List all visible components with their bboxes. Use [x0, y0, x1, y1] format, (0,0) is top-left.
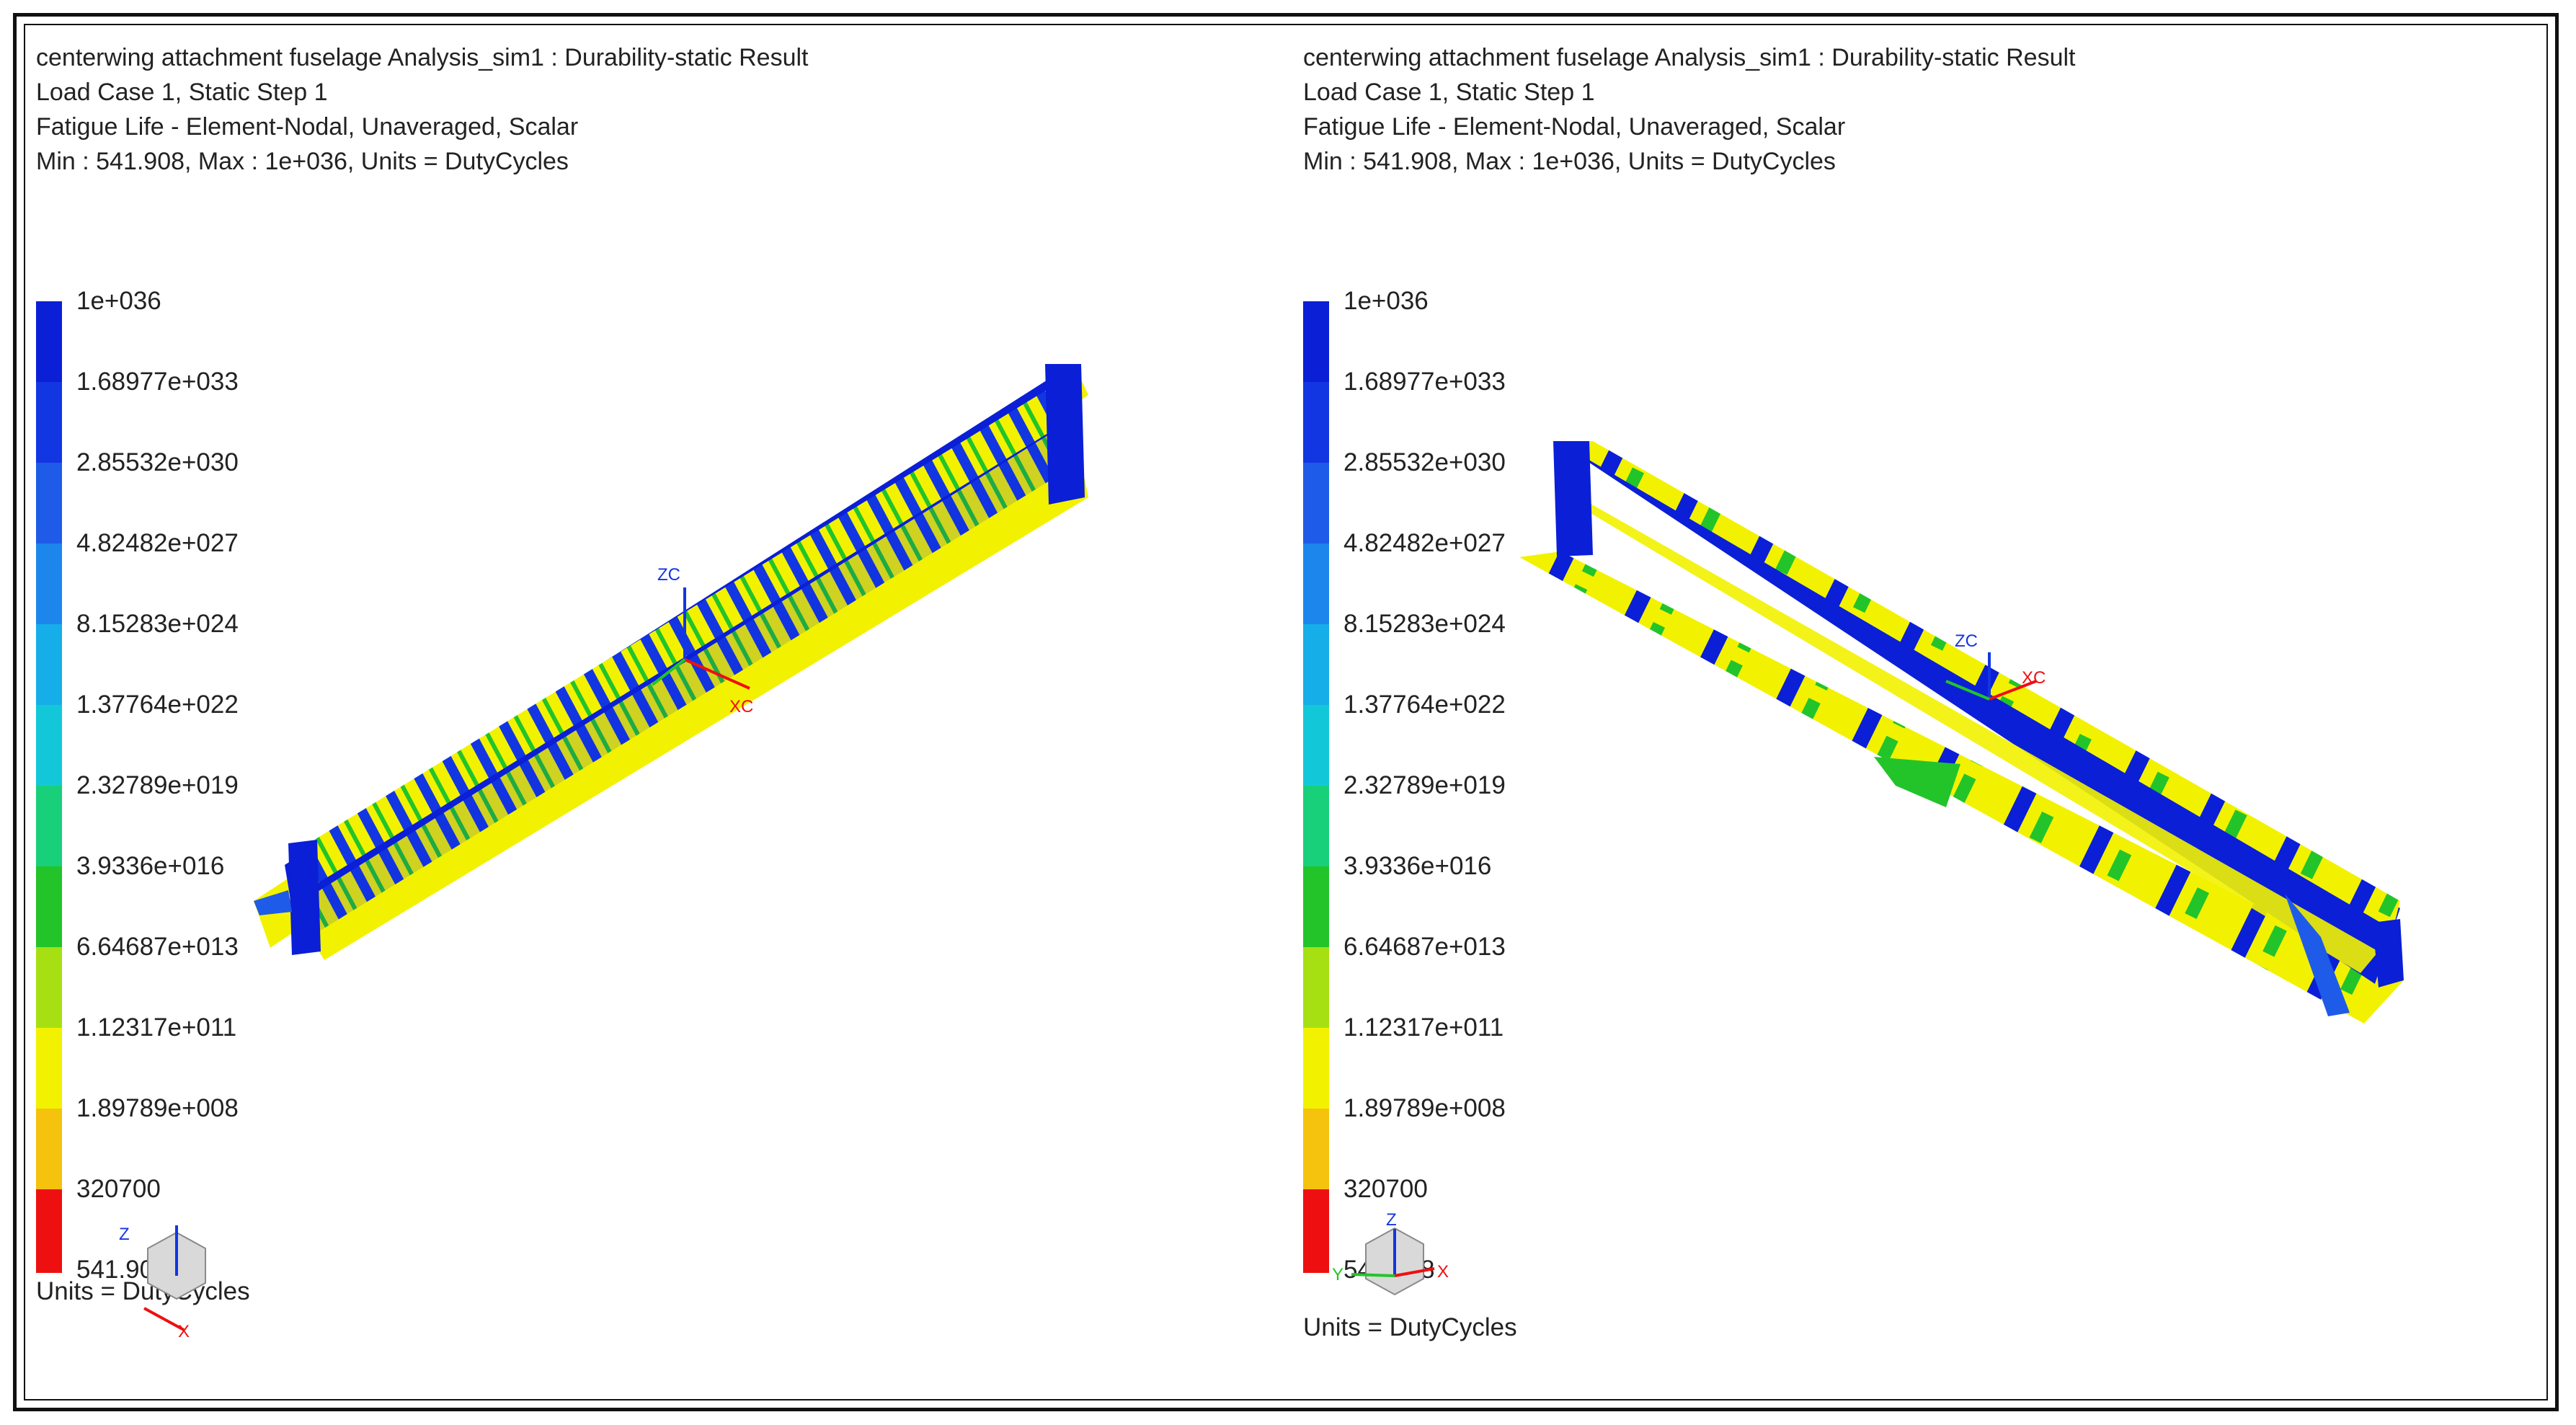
- mini-triad-z-label: Z: [119, 1225, 130, 1244]
- legend-tick: 1e+036: [1343, 287, 1429, 315]
- legend-tick: 320700: [1343, 1175, 1428, 1203]
- beam-web-yellow-band: [1564, 497, 2379, 973]
- legend-tick: 1.68977e+033: [1343, 368, 1506, 396]
- beam-end-plate: [1045, 364, 1085, 505]
- triad-zc-label: ZC: [1955, 631, 1978, 651]
- legend-tick: 1.12317e+011: [1343, 1013, 1504, 1042]
- beam-top-flange: [1557, 441, 2400, 930]
- fatigue-model-left[interactable]: [254, 364, 1088, 960]
- beam-web-pattern: [303, 432, 1060, 937]
- legend-tick: 1e+036: [76, 287, 161, 315]
- result-title: centerwing attachment fuselage Analysis_…: [1303, 44, 2076, 71]
- hot-spot-region: [1874, 757, 1960, 807]
- color-legend-bar: [36, 301, 62, 1273]
- result-type-label: Fatigue Life - Element-Nodal, Unaveraged…: [36, 113, 579, 141]
- mini-triad-x-label: X: [178, 1322, 190, 1341]
- view-triad-left[interactable]: Z X: [119, 1225, 206, 1341]
- color-legend-bar: [1303, 301, 1329, 1273]
- model-triad-left: ZC XC: [651, 565, 753, 716]
- load-case-label: Load Case 1, Static Step 1: [36, 79, 328, 106]
- beam-foot: [254, 890, 292, 915]
- beam-end-plate: [1553, 441, 1593, 556]
- beam-start-plate: [288, 840, 321, 955]
- legend-tick: 1.37764e+022: [76, 691, 239, 719]
- legend-tick: 6.64687e+013: [76, 933, 239, 961]
- units-label: Units = DutyCycles: [1303, 1313, 1517, 1341]
- units-label: Units = DutyCycles: [36, 1277, 250, 1305]
- beam-lower-flange: [310, 461, 1088, 960]
- legend-tick: 1.89789e+008: [76, 1094, 239, 1122]
- min-max-label: Min : 541.908, Max : 1e+036, Units = Dut…: [1303, 148, 1836, 175]
- legend-tick: 2.85532e+030: [1343, 448, 1506, 476]
- result-title: centerwing attachment fuselage Analysis_…: [36, 44, 809, 71]
- legend-tick: 2.32789e+019: [76, 771, 239, 799]
- figure-frame: [13, 13, 2559, 1411]
- fatigue-model-right[interactable]: [1519, 441, 2404, 1024]
- beam-bottom-flange: [1519, 551, 2404, 1024]
- legend-tick: 1.12317e+011: [76, 1013, 237, 1042]
- mini-triad-y-label: Y: [1332, 1265, 1343, 1284]
- triad-xc-label: XC: [2022, 668, 2046, 688]
- legend-tick: 8.15283e+024: [76, 610, 239, 638]
- mini-triad-x-label: X: [1437, 1262, 1449, 1282]
- corner-detail: [2285, 894, 2350, 1016]
- triad-zc-label: ZC: [657, 565, 680, 585]
- legend-tick: 1.68977e+033: [76, 368, 239, 396]
- legend-tick: 1.37764e+022: [1343, 691, 1506, 719]
- mini-triad-z-label: Z: [1386, 1210, 1397, 1230]
- beam-far-plate: [2373, 919, 2404, 987]
- view-triad-right[interactable]: Z X Y: [1332, 1210, 1449, 1296]
- load-case-label: Load Case 1, Static Step 1: [1303, 79, 1595, 106]
- legend-tick: 2.32789e+019: [1343, 771, 1506, 799]
- result-type-label: Fatigue Life - Element-Nodal, Unaveraged…: [1303, 113, 1846, 141]
- legend-gradient: [36, 301, 62, 1273]
- triad-xc-label: XC: [729, 697, 753, 716]
- legend-tick: 3.9336e+016: [1343, 852, 1492, 880]
- figure-inner-border: [24, 24, 2548, 1400]
- legend-tick: 4.82482e+027: [1343, 529, 1506, 557]
- model-triad-right: ZC XC: [1945, 631, 2046, 701]
- legend-tick: 3.9336e+016: [76, 852, 225, 880]
- legend-tick: 320700: [76, 1175, 161, 1203]
- legend-tick: 6.64687e+013: [1343, 933, 1506, 961]
- legend-gradient: [1303, 301, 1329, 1273]
- legend-tick: 1.89789e+008: [1343, 1094, 1506, 1122]
- legend-tick: 4.82482e+027: [76, 529, 239, 557]
- legend-tick: 8.15283e+024: [1343, 610, 1506, 638]
- legend-tick: 2.85532e+030: [76, 448, 239, 476]
- min-max-label: Min : 541.908, Max : 1e+036, Units = Dut…: [36, 148, 569, 175]
